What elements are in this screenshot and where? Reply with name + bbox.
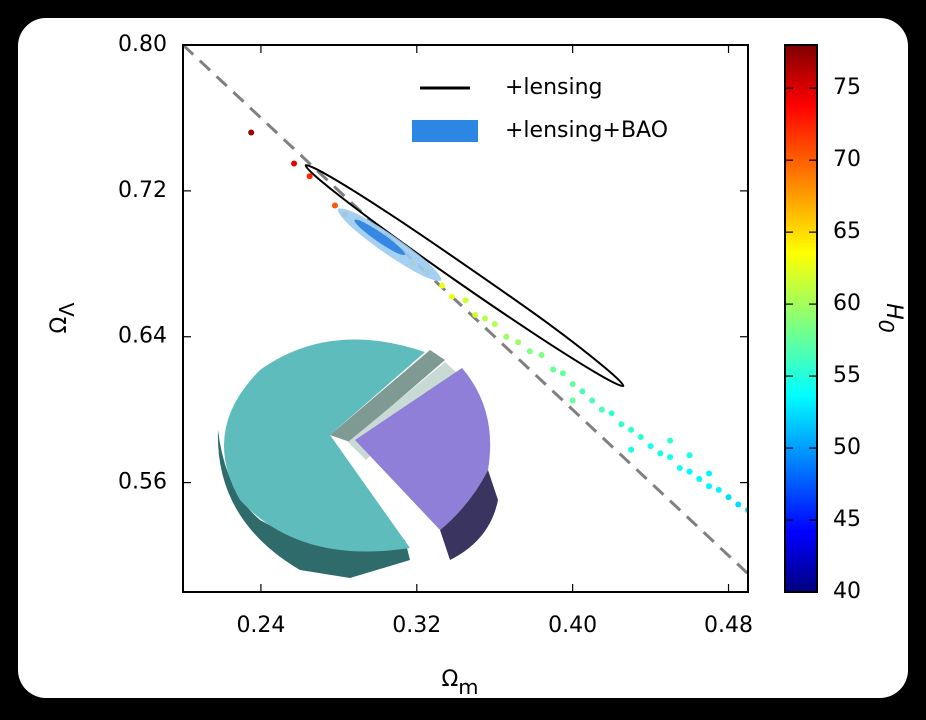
scatter-point xyxy=(462,297,469,304)
y-tick-label: 0.72 xyxy=(118,178,167,203)
colorbar-tick-label: 40 xyxy=(833,579,861,604)
legend-label: +lensing xyxy=(505,75,603,100)
scatter-point xyxy=(526,348,533,355)
colorbar-tick-label: 75 xyxy=(833,75,861,100)
scatter-point xyxy=(628,426,635,433)
scatter-point xyxy=(618,421,625,428)
colorbar-tick-label: 55 xyxy=(833,363,861,388)
scatter-point xyxy=(472,311,479,318)
scatter-point xyxy=(735,501,742,508)
reference-line xyxy=(183,45,748,575)
scatter-point xyxy=(715,486,722,493)
y-axis-label-symbol: Ω xyxy=(47,317,72,334)
labels: 0.24 0.32 0.40 0.480.800.720.640.56ΩmΩΛ+len… xyxy=(47,32,906,699)
colorbar-tick-label: 60 xyxy=(833,291,861,316)
scatter-point xyxy=(481,315,488,322)
y-tick-label: 0.56 xyxy=(118,470,167,495)
scatter-point xyxy=(667,454,674,461)
scatter-point xyxy=(538,351,545,358)
scatter-point xyxy=(647,443,654,450)
scatter-point xyxy=(608,410,615,417)
x-tick-label: 0.40 xyxy=(548,613,597,638)
scatter-point xyxy=(331,202,338,209)
colorbar-tick-label: 70 xyxy=(833,147,861,172)
scatter-point xyxy=(248,129,255,136)
colorbar-tick-label: 45 xyxy=(833,507,861,532)
scatter-point xyxy=(637,434,644,441)
panel xyxy=(18,18,908,698)
scatter-point xyxy=(598,406,605,413)
legend-swatch xyxy=(412,120,478,142)
scatter-point xyxy=(686,452,693,459)
scatter-point xyxy=(503,333,510,340)
scatter-point xyxy=(667,437,674,444)
y-axis-label-subscript: Λ xyxy=(55,302,79,317)
scatter-point xyxy=(686,468,693,475)
scatter-point xyxy=(628,446,635,453)
y-axis-label: ΩΛ xyxy=(47,302,79,334)
x-axis-label: Ωm xyxy=(441,667,478,699)
scatter-point xyxy=(515,339,522,346)
scatter-point xyxy=(448,293,455,300)
plot-frame xyxy=(182,44,749,593)
colorbar xyxy=(784,44,818,593)
scatter-point xyxy=(306,173,313,180)
scatter-point xyxy=(725,494,732,501)
y-tick-label: 0.64 xyxy=(118,324,167,349)
x-tick-label: 0.32 xyxy=(392,613,441,638)
colorbar-tick-label: 65 xyxy=(833,219,861,244)
scatter-point xyxy=(491,320,498,327)
scatter-point xyxy=(569,381,576,388)
scatter-point xyxy=(706,483,713,490)
scatter-point xyxy=(696,475,703,482)
colorbar-tick-label: 50 xyxy=(833,435,861,460)
scatter-point xyxy=(550,366,557,373)
scatter-point xyxy=(579,388,586,395)
scatter-point xyxy=(559,370,566,377)
scatter-point xyxy=(291,160,298,167)
x-axis-label-subscript: m xyxy=(458,675,478,699)
scatter-point xyxy=(569,397,576,404)
pie-graphic xyxy=(217,339,498,578)
scatter-point xyxy=(589,397,596,404)
legend-label: +lensing+BAO xyxy=(505,118,668,143)
x-tick-label: 0.24 xyxy=(236,613,285,638)
plot-area xyxy=(183,45,748,575)
colorbar-label-subscript: 0 xyxy=(874,320,898,333)
y-tick-label: 0.80 xyxy=(118,32,167,57)
x-tick-label: 0.48 xyxy=(704,613,753,638)
colorbar-label: H0 xyxy=(874,303,906,333)
scatter-point xyxy=(676,465,683,472)
scatter-point xyxy=(706,470,713,477)
scatter-point xyxy=(439,282,446,289)
contour xyxy=(304,164,625,388)
filled-contour xyxy=(354,219,406,256)
colorbar-label-symbol: H xyxy=(881,303,906,320)
x-axis-label-symbol: Ω xyxy=(441,667,458,692)
scatter-point xyxy=(657,450,664,457)
